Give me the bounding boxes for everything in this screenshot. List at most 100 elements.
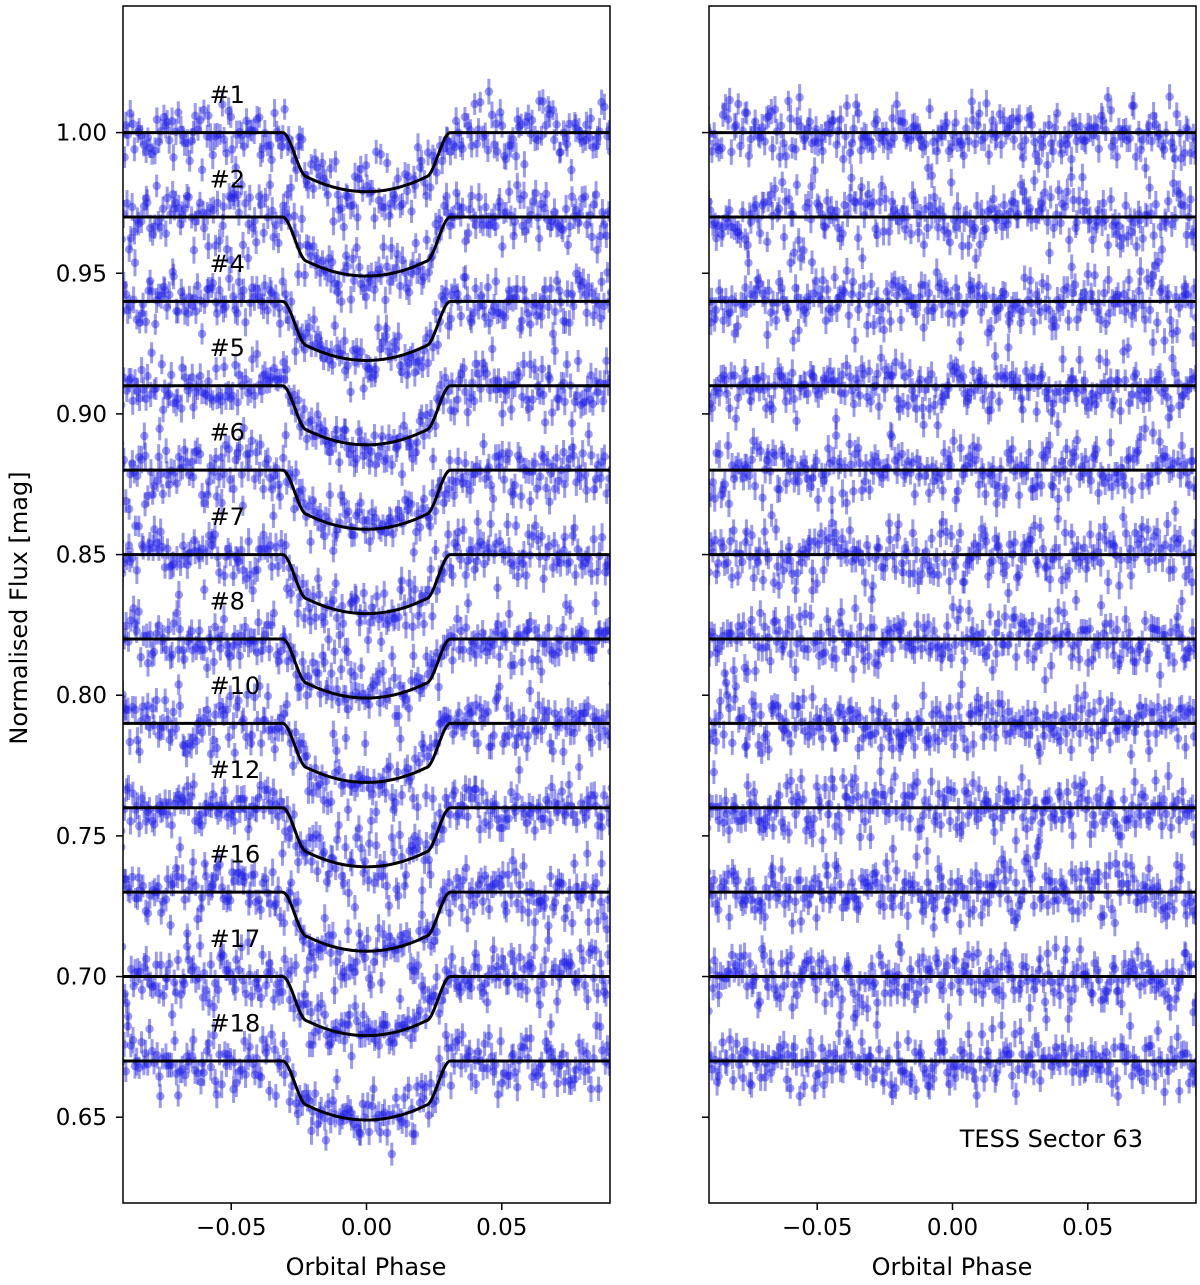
- data-point: [325, 447, 335, 457]
- data-point: [406, 353, 415, 362]
- data-point: [426, 565, 435, 574]
- data-point: [202, 391, 211, 400]
- data-point: [195, 449, 205, 459]
- data-point: [165, 136, 174, 145]
- data-point: [350, 172, 360, 181]
- data-point: [274, 812, 283, 821]
- data-point: [242, 732, 251, 742]
- data-point: [300, 345, 309, 354]
- data-point: [511, 521, 521, 530]
- data-point: [320, 618, 329, 627]
- data-point: [160, 798, 170, 807]
- data-point: [335, 631, 344, 640]
- data-point: [559, 448, 568, 457]
- data-point: [378, 612, 388, 622]
- data-point: [327, 257, 337, 267]
- data-point: [267, 155, 276, 165]
- data-point: [333, 190, 343, 199]
- data-point: [393, 441, 402, 451]
- data-point: [458, 144, 467, 154]
- data-point: [422, 410, 431, 420]
- data-point: [298, 485, 307, 494]
- data-point: [201, 807, 210, 817]
- data-point: [132, 566, 142, 575]
- data-point: [269, 233, 278, 242]
- data-point: [295, 487, 304, 497]
- data-point: [267, 485, 277, 494]
- left-model-line: [123, 384, 610, 447]
- data-point: [448, 656, 457, 665]
- data-point: [565, 318, 574, 328]
- data-point: [141, 147, 151, 156]
- data-point: [343, 805, 353, 814]
- data-point: [434, 682, 443, 692]
- data-point: [312, 782, 322, 791]
- data-point: [229, 292, 238, 301]
- data-point: [363, 445, 373, 454]
- data-point: [555, 286, 564, 295]
- data-point: [167, 821, 176, 830]
- data-point: [405, 578, 414, 588]
- data-point: [426, 743, 435, 752]
- left-series-5: [123, 488, 618, 666]
- data-point: [540, 285, 550, 294]
- data-point: [595, 732, 604, 742]
- data-point: [550, 207, 559, 217]
- data-point: [269, 787, 278, 797]
- data-point: [319, 174, 328, 183]
- data-point: [580, 558, 590, 568]
- data-point: [414, 356, 424, 366]
- data-point: [360, 739, 370, 748]
- data-point: [173, 955, 183, 965]
- data-point: [501, 208, 511, 217]
- data-point: [243, 388, 253, 398]
- data-point: [562, 642, 572, 651]
- data-point: [357, 347, 366, 356]
- data-point: [209, 657, 218, 667]
- data-point: [197, 728, 207, 737]
- data-point: [279, 201, 288, 211]
- data-point: [537, 532, 546, 541]
- data-point: [199, 645, 209, 654]
- data-point: [173, 394, 182, 403]
- data-point: [566, 727, 575, 737]
- data-point: [226, 112, 236, 122]
- data-point: [571, 206, 581, 215]
- data-point: [237, 546, 246, 555]
- data-point: [610, 544, 618, 552]
- data-point: [242, 450, 251, 459]
- data-point: [401, 870, 411, 880]
- data-point: [286, 878, 296, 887]
- data-point: [212, 743, 221, 753]
- data-point: [306, 537, 315, 546]
- data-point: [256, 545, 266, 554]
- data-point: [352, 454, 361, 464]
- data-point: [522, 395, 532, 405]
- data-point: [590, 485, 599, 494]
- data-point: [132, 315, 142, 324]
- data-point: [226, 810, 236, 819]
- data-point: [466, 709, 475, 718]
- data-point: [561, 600, 571, 610]
- data-point: [169, 560, 178, 569]
- data-point: [302, 691, 311, 700]
- data-point: [294, 857, 303, 867]
- data-point: [535, 301, 545, 310]
- data-point: [113, 710, 121, 718]
- data-point: [538, 97, 548, 106]
- data-point: [151, 320, 160, 329]
- data-point: [552, 453, 561, 462]
- data-point: [310, 155, 320, 164]
- data-point: [216, 644, 225, 653]
- data-point: [131, 705, 140, 714]
- data-point: [597, 823, 606, 832]
- data-point: [605, 626, 610, 635]
- data-point: [450, 407, 459, 416]
- data-point: [497, 121, 507, 130]
- data-point: [460, 112, 470, 122]
- data-point: [406, 438, 415, 448]
- data-point: [123, 569, 127, 578]
- data-point: [134, 607, 143, 616]
- data-point: [389, 805, 398, 814]
